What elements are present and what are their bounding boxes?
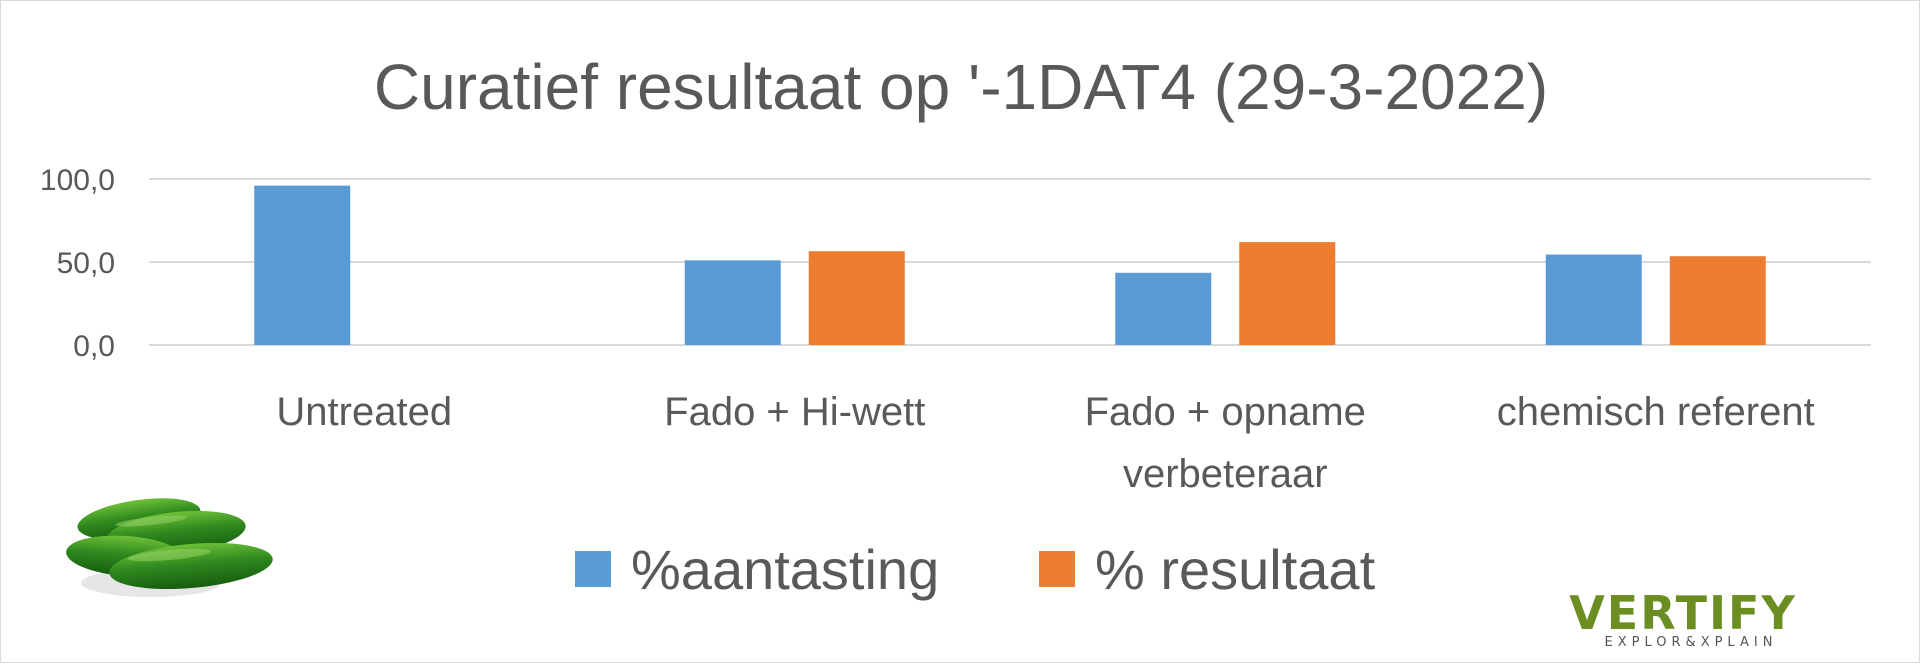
category-label: Fado + Hi-wett [664,390,925,434]
category-label: chemisch referent [1497,390,1815,434]
logo-wordmark: VERTIFY [1569,586,1797,640]
y-tick-label: 100,0 [40,164,115,197]
bar-resultaat-3 [1669,256,1766,345]
bar-aantasting-3 [1545,254,1642,345]
y-tick-label: 0,0 [73,330,115,363]
bar-aantasting-0 [254,185,351,345]
bars [254,185,1766,345]
category-label: Fado + opname [1085,390,1366,434]
y-axis-ticks: 0,0 50,0 100,0 [40,164,115,363]
bar-aantasting-1 [684,260,781,345]
bar-resultaat-2 [1239,242,1336,345]
category-labels: Untreated Fado + Hi-wett Fado + opname verb… [276,390,1814,496]
legend-swatch-resultaat [1039,551,1075,587]
legend-swatch-aantasting [575,551,611,587]
legend: %aantasting % resultaat [575,538,1376,601]
bar-resultaat-1 [808,251,905,345]
cucumber-image [66,498,273,597]
category-label: verbeteraar [1123,452,1328,496]
legend-label-resultaat: % resultaat [1095,538,1376,601]
y-tick-label: 50,0 [57,247,115,280]
bar-aantasting-2 [1115,272,1212,345]
logo-tagline: EXPLOR&XPLAIN [1605,635,1778,650]
legend-label-aantasting: %aantasting [631,538,939,601]
category-label: Untreated [276,390,452,434]
chart-title: Curatief resultaat op '-1DAT4 (29-3-2022… [374,51,1548,123]
vertify-logo: VERTIFY EXPLOR&XPLAIN [1569,586,1797,650]
